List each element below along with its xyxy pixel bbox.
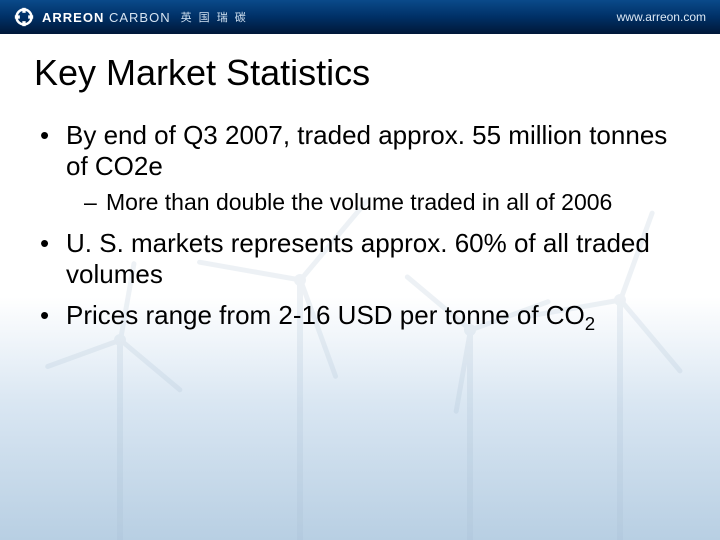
- subscript: 2: [585, 313, 595, 334]
- bullet-item: U. S. markets represents approx. 60% of …: [40, 228, 686, 289]
- bullet-item: Prices range from 2-16 USD per tonne of …: [40, 300, 686, 335]
- brand-strong: ARREON: [42, 10, 104, 25]
- sub-bullet-list: More than double the volume traded in al…: [66, 189, 686, 216]
- brand-name: ARREON CARBON: [42, 10, 171, 25]
- logo-icon: [14, 7, 34, 27]
- brand-light: CARBON: [109, 10, 171, 25]
- sub-bullet-item: More than double the volume traded in al…: [84, 189, 686, 216]
- sub-bullet-text: More than double the volume traded in al…: [106, 189, 612, 215]
- bullet-text: U. S. markets represents approx. 60% of …: [66, 228, 650, 289]
- bullet-list: By end of Q3 2007, traded approx. 55 mil…: [34, 120, 686, 335]
- page-title: Key Market Statistics: [34, 52, 686, 94]
- slide: ARREON CARBON 英 国 瑞 碳 www.arreon.com Key…: [0, 0, 720, 540]
- bullet-text: By end of Q3 2007, traded approx. 55 mil…: [66, 120, 667, 181]
- header-bar: ARREON CARBON 英 国 瑞 碳 www.arreon.com: [0, 0, 720, 34]
- bullet-item: By end of Q3 2007, traded approx. 55 mil…: [40, 120, 686, 216]
- header-url: www.arreon.com: [617, 10, 706, 24]
- brand-chinese: 英 国 瑞 碳: [181, 9, 248, 25]
- bullet-text: Prices range from 2-16 USD per tonne of …: [66, 300, 585, 330]
